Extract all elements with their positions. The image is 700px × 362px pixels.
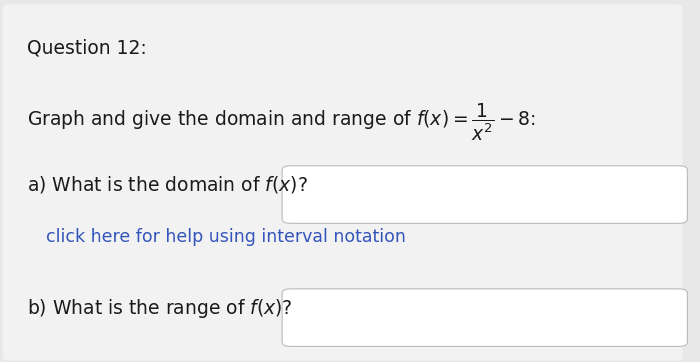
Text: click here for help using interval notation: click here for help using interval notat… [46,228,405,246]
Text: a) What is the domain of $f(x)$?: a) What is the domain of $f(x)$? [27,174,307,195]
FancyBboxPatch shape [282,289,687,346]
FancyBboxPatch shape [282,166,687,223]
Text: Graph and give the domain and range of $f(x) = \dfrac{1}{x^2} - 8$:: Graph and give the domain and range of $… [27,101,536,143]
FancyBboxPatch shape [3,4,682,361]
Text: b) What is the range of $f(x)$?: b) What is the range of $f(x)$? [27,297,293,320]
Text: Question 12:: Question 12: [27,38,146,57]
